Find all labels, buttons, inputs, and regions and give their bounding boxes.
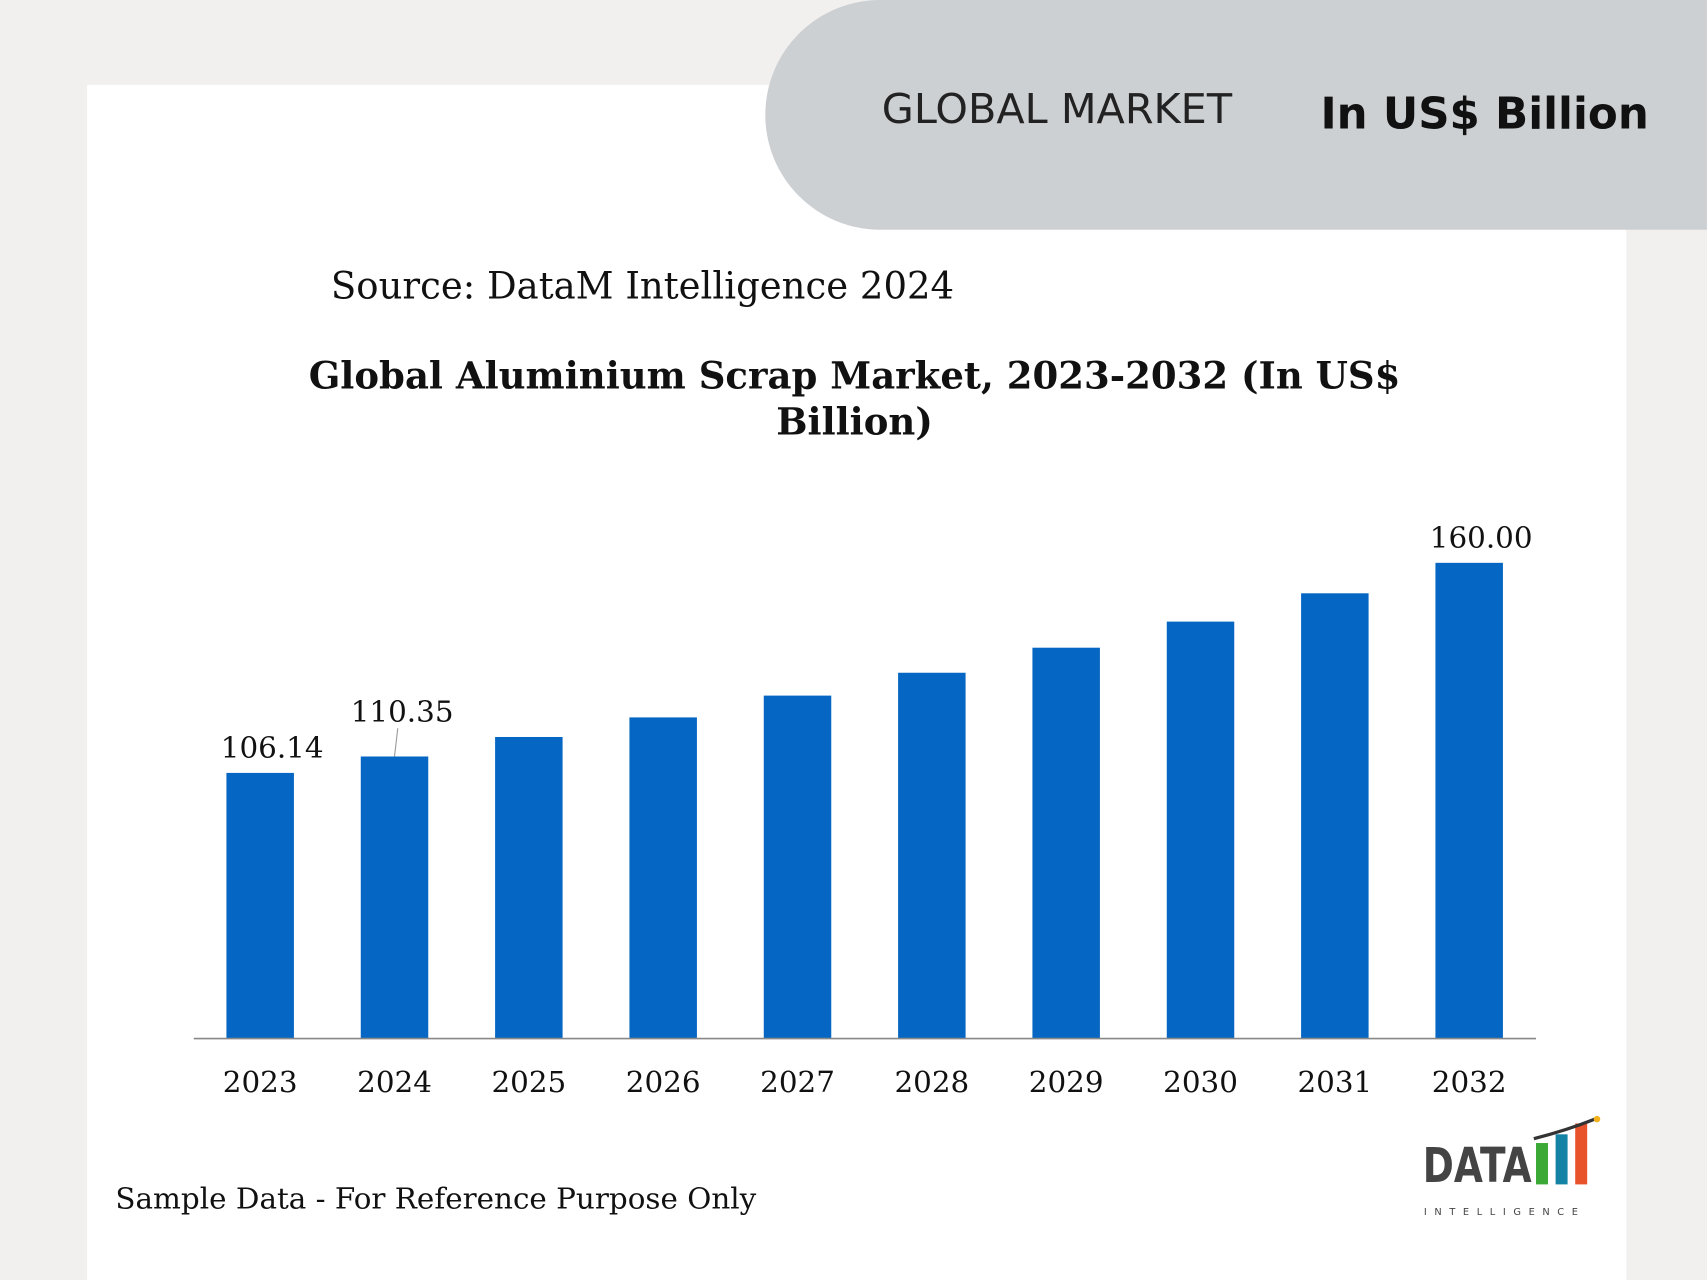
bar-2024 [360, 756, 429, 1039]
x-tick-label: 2024 [357, 1065, 432, 1099]
x-tick-label: 2029 [1029, 1065, 1104, 1099]
bar-2029 [1032, 647, 1100, 1039]
logo-subtext: INTELLIGENCE [1424, 1207, 1586, 1218]
x-tick-label: 2032 [1432, 1065, 1507, 1099]
x-tick-label: 2027 [760, 1065, 835, 1099]
logo-star [1593, 1115, 1601, 1123]
x-tick-label: 2025 [491, 1065, 566, 1099]
source-text: Source: DataM Intelligence 2024 [330, 264, 955, 309]
logo-bar-blue [1555, 1134, 1568, 1185]
logo-bar-orange [1575, 1123, 1588, 1185]
x-tick-label: 2030 [1163, 1065, 1238, 1099]
footer-note: Sample Data - For Reference Purpose Only [115, 1182, 757, 1216]
bar-2030 [1166, 621, 1235, 1039]
data-label: 110.35 [351, 695, 454, 729]
bar-2031 [1301, 593, 1369, 1039]
x-tick-label: 2026 [626, 1065, 701, 1099]
unit-label: In US$ Billion [1320, 89, 1649, 140]
leader-line [393, 728, 399, 757]
bar-2028 [898, 672, 966, 1039]
data-label: 106.14 [221, 731, 324, 765]
data-label: 160.00 [1430, 521, 1533, 555]
bar-2027 [763, 695, 832, 1039]
bar-2025 [495, 736, 563, 1039]
chart-card [87, 84, 1627, 1280]
x-tick-label: 2031 [1297, 1065, 1372, 1099]
header-banner [765, 0, 1707, 230]
bar-2026 [629, 717, 697, 1039]
logo-wordmark: DATA [1423, 1139, 1532, 1194]
logo-arc [1533, 1117, 1596, 1141]
bar-2023 [226, 772, 294, 1039]
x-tick-label: 2028 [894, 1065, 969, 1099]
datam-logo: DATA INTELLIGENCE [1423, 1115, 1601, 1218]
market-label: GLOBAL MARKET [881, 84, 1233, 133]
x-tick-label: 2023 [223, 1065, 298, 1099]
logo-bar-green [1536, 1143, 1548, 1185]
bar-2032 [1435, 562, 1503, 1039]
chart-title: Global Aluminium Scrap Market, 2023-2032… [308, 354, 1401, 445]
